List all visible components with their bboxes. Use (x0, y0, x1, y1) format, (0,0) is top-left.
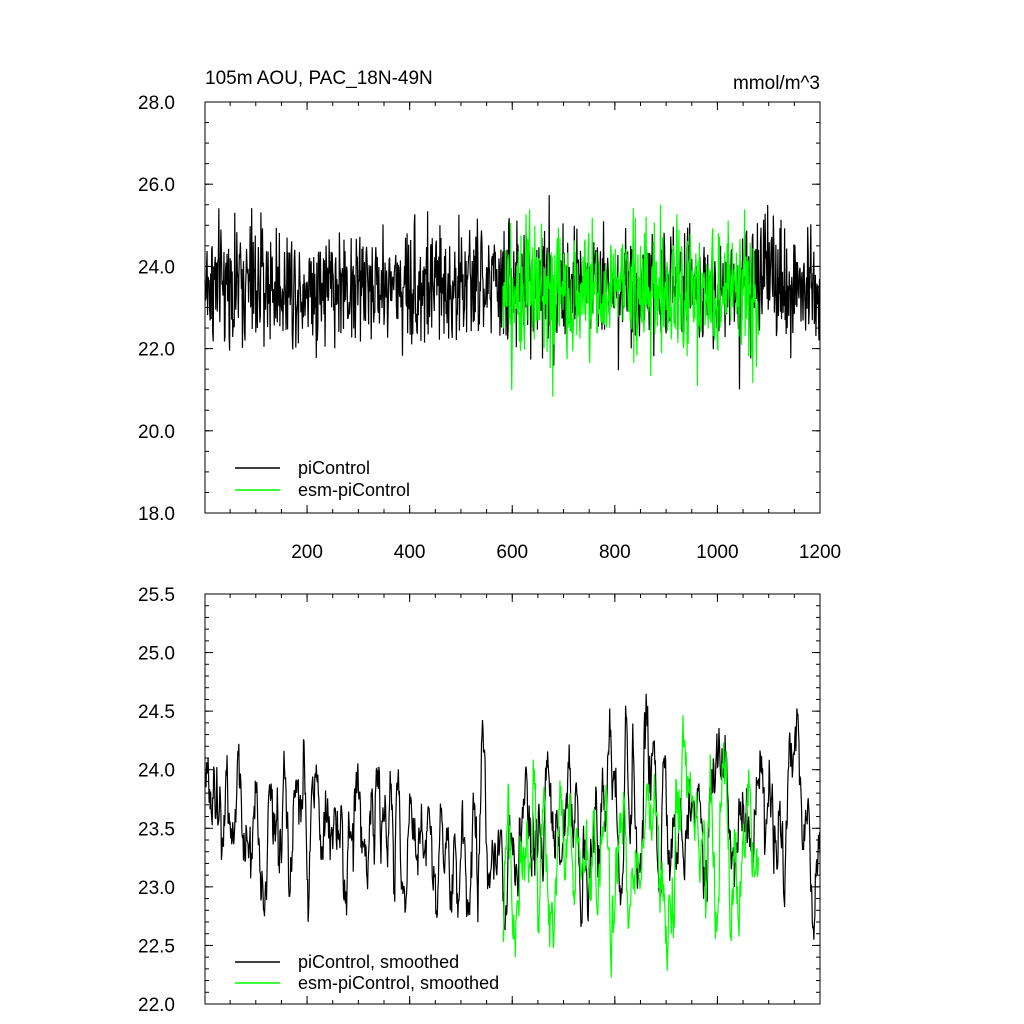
top-series-lines (205, 195, 820, 397)
top-chart-units: mmol/m^3 (733, 73, 820, 94)
y-tick-label: 22.0 (138, 995, 175, 1016)
y-tick-label: 26.0 (138, 175, 175, 196)
y-tick-label: 22.0 (138, 340, 175, 361)
top-chart-title: 105m AOU, PAC_18N-49N (205, 68, 433, 89)
y-tick-label: 24.0 (138, 761, 175, 782)
top-legend-label-esm-picontrol: esm-piControl (298, 480, 410, 500)
y-tick-label: 22.5 (138, 936, 175, 957)
bottom-y-tick-labels: 22.0 22.5 23.0 23.5 24.0 24.5 25.0 25.5 (138, 585, 175, 1016)
x-tick-label: 1200 (799, 542, 841, 563)
top-legend-label-picontrol: piControl (298, 458, 370, 478)
top-x-tick-labels: 200 400 600 800 1000 1200 (291, 542, 841, 563)
bottom-series-lines (205, 694, 820, 978)
bottom-legend-label-esm-picontrol: esm-piControl, smoothed (298, 973, 499, 993)
y-tick-label: 24.0 (138, 257, 175, 278)
x-tick-label: 200 (291, 542, 323, 563)
x-tick-label: 600 (496, 542, 528, 563)
top-y-tick-labels: 18.0 20.0 22.0 24.0 26.0 28.0 (138, 93, 175, 525)
x-tick-label: 800 (599, 542, 631, 563)
y-tick-label: 25.5 (138, 585, 175, 606)
bottom-chart-panel: 22.0 22.5 23.0 23.5 24.0 24.5 25.0 25.5 piContr… (138, 585, 820, 1016)
top-legend: piControl esm-piControl (235, 458, 410, 500)
y-tick-label: 24.5 (138, 702, 175, 723)
y-tick-label: 20.0 (138, 422, 175, 443)
y-tick-label: 25.0 (138, 644, 175, 665)
top-chart-panel: 105m AOU, PAC_18N-49N mmol/m^3 18.0 20.0 2… (138, 68, 841, 563)
bottom-legend-label-picontrol: piControl, smoothed (298, 952, 459, 972)
y-tick-label: 28.0 (138, 93, 175, 114)
y-tick-label: 23.0 (138, 878, 175, 899)
y-tick-label: 18.0 (138, 504, 175, 525)
x-tick-label: 1000 (696, 542, 738, 563)
y-tick-label: 23.5 (138, 819, 175, 840)
x-tick-label: 400 (394, 542, 426, 563)
bottom-legend: piControl, smoothed esm-piControl, smoot… (235, 952, 499, 993)
